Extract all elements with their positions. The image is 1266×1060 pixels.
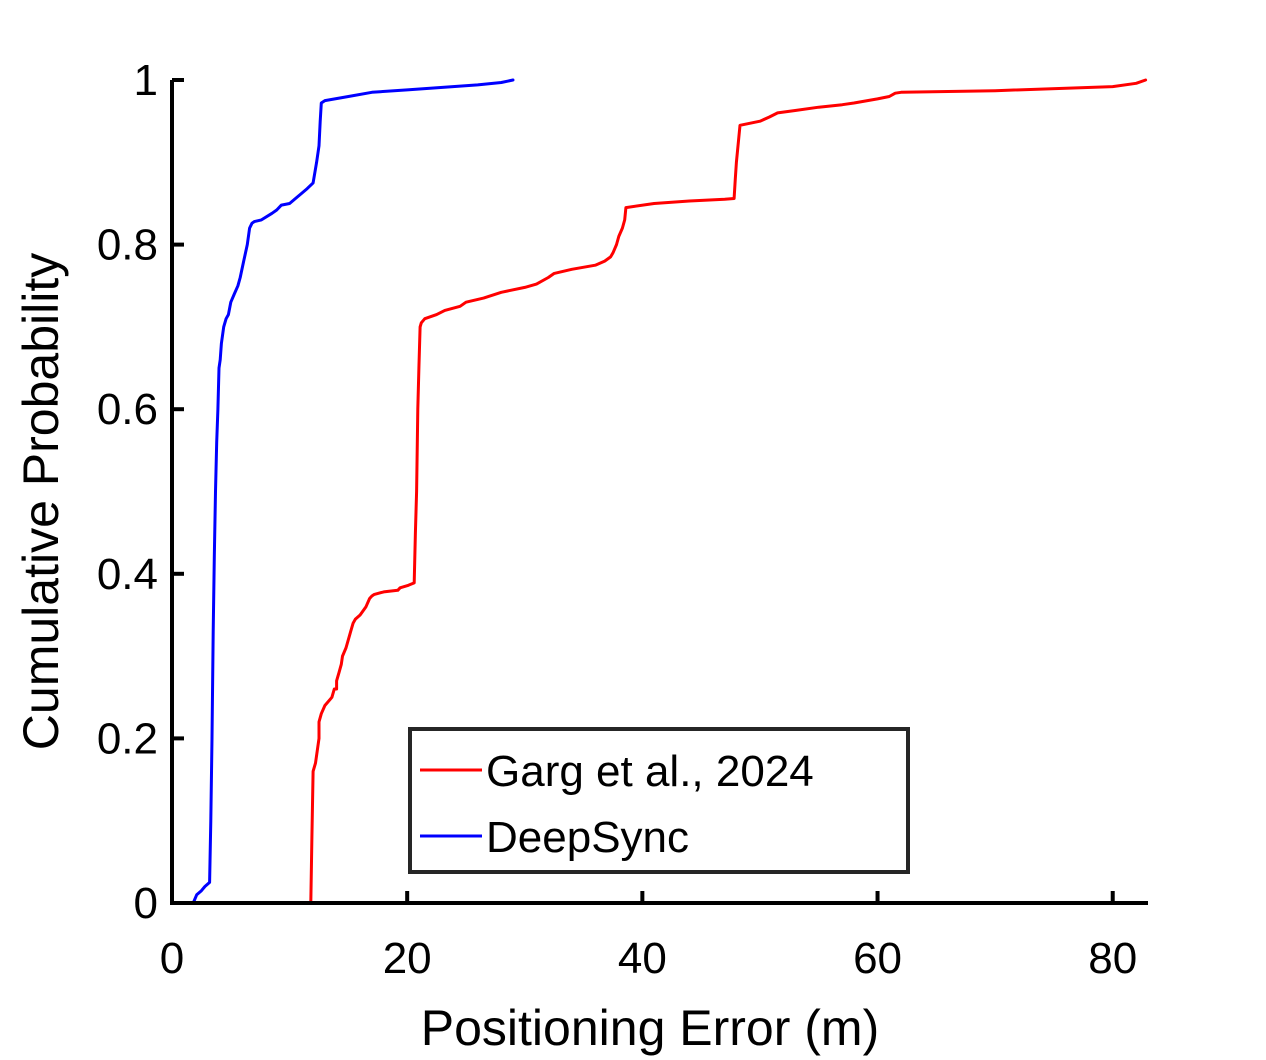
y-ticks: 0 0.2 0.4 0.6 0.8 1 [97,56,184,928]
series-line-garg [309,78,1148,905]
legend-label: Garg et al., 2024 [486,747,814,796]
x-tick-label: 0 [160,934,184,983]
x-tick-label: 60 [853,934,902,983]
plot-lines [191,78,1148,905]
y-tick-label: 0 [134,879,158,928]
axes: 0 20 40 60 80 0 0.2 0.4 0.6 0.8 1 [97,56,1148,983]
x-tick-label: 80 [1088,934,1137,983]
legend-entries: Garg et al., 2024 DeepSync [420,747,814,862]
legend: Garg et al., 2024 DeepSync [408,727,910,874]
y-tick-label: 0.2 [97,714,158,763]
y-tick-label: 0.8 [97,221,158,270]
series-line-deepsync [191,78,515,905]
x-tick-label: 40 [618,934,667,983]
y-tick-label: 0.4 [97,550,158,599]
legend-label: DeepSync [486,813,689,862]
x-ticks: 0 20 40 60 80 [160,891,1137,983]
y-tick-label: 1 [134,56,158,105]
x-axis-title: Positioning Error (m) [421,1000,879,1056]
y-axis-title: Cumulative Probability [13,253,69,750]
legend-box [408,727,910,874]
y-tick-label: 0.6 [97,385,158,434]
x-tick-label: 20 [383,934,432,983]
